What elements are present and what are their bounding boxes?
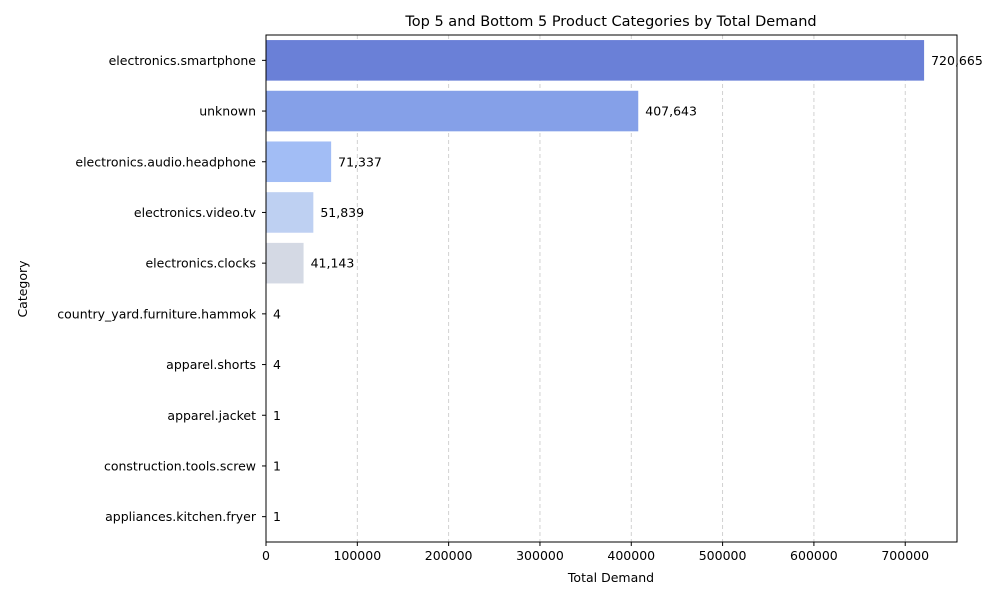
y-tick-label: electronics.audio.headphone (75, 154, 256, 169)
x-tick-label: 100000 (333, 548, 381, 563)
y-tick-label: appliances.kitchen.fryer (105, 509, 257, 524)
chart-title: Top 5 and Bottom 5 Product Categories by… (404, 14, 816, 30)
x-tick-layer: 0 100000 200000 300000 400000 500000 600000 700… (262, 542, 929, 563)
y-axis-label: Category (15, 260, 30, 318)
x-tick-label: 500000 (699, 548, 747, 563)
bar (266, 243, 304, 284)
bar (266, 40, 924, 81)
bar-layer (266, 40, 924, 537)
y-tick-layer: electronics.smartphone unknown electronics… (57, 53, 266, 524)
x-tick-label: 200000 (425, 548, 473, 563)
x-tick-label: 400000 (607, 548, 655, 563)
bar (266, 192, 313, 233)
data-label: 4 (273, 306, 281, 321)
data-label: 4 (273, 357, 281, 372)
data-label: 1 (273, 509, 281, 524)
x-tick-label: 300000 (516, 548, 564, 563)
data-label: 1 (273, 458, 281, 473)
x-axis-label: Total Demand (567, 570, 654, 585)
y-tick-label: electronics.smartphone (109, 53, 257, 68)
data-label: 407,643 (645, 104, 697, 119)
y-tick-label: construction.tools.screw (104, 458, 256, 473)
bar (266, 91, 638, 132)
data-label: 1 (273, 408, 281, 423)
bar (266, 141, 331, 182)
y-tick-label: country_yard.furniture.hammok (57, 306, 257, 321)
data-label: 51,839 (320, 205, 364, 220)
x-tick-label: 700000 (881, 548, 929, 563)
y-tick-label: electronics.video.tv (134, 205, 257, 220)
y-tick-label: electronics.clocks (145, 256, 256, 271)
y-tick-label: apparel.shorts (166, 357, 256, 372)
x-tick-label: 600000 (790, 548, 838, 563)
data-label: 71,337 (338, 154, 382, 169)
x-tick-label: 0 (262, 548, 270, 563)
y-tick-label: apparel.jacket (167, 408, 256, 423)
y-tick-label: unknown (199, 104, 256, 119)
data-label: 41,143 (311, 256, 355, 271)
